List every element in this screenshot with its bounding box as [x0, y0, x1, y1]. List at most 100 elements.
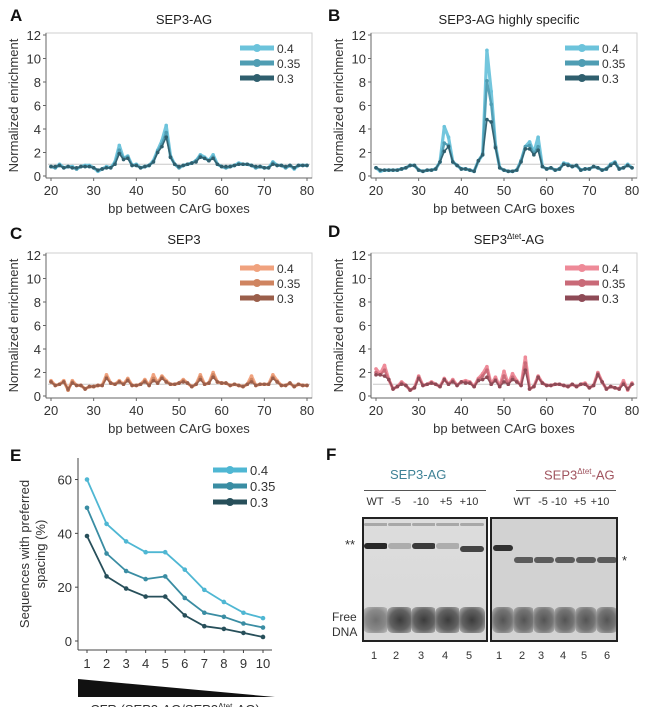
data-point: [194, 160, 198, 164]
data-point: [591, 383, 596, 388]
data-point: [613, 161, 617, 165]
data-point: [172, 162, 177, 167]
data-point: [91, 384, 96, 389]
data-point: [292, 165, 297, 170]
legend-marker: [578, 44, 586, 52]
data-point: [296, 382, 301, 387]
lane-label: +10: [590, 496, 610, 508]
data-point: [117, 380, 122, 384]
data-point: [70, 381, 75, 385]
data-point: [630, 382, 634, 387]
data-point: [275, 380, 279, 384]
legend-marker: [253, 59, 261, 67]
panel-label-b: B: [328, 6, 341, 25]
series-0.35: [84, 505, 266, 630]
data-point: [151, 160, 156, 164]
chart-title: SEP3-AG: [156, 12, 212, 27]
data-point: [523, 361, 528, 365]
x-tick-label: 8: [220, 656, 227, 671]
data-point: [104, 376, 109, 381]
gel-complex-band: [364, 543, 388, 549]
data-point: [621, 165, 626, 170]
y-tick-label: 12: [352, 28, 366, 43]
y-tick-label: 0: [359, 169, 366, 184]
data-point: [147, 383, 151, 388]
data-point: [446, 135, 451, 140]
gel-right-title-main: SEP3: [544, 467, 578, 483]
data-point: [207, 381, 211, 385]
x-tick-label: 60: [214, 183, 228, 198]
data-point: [241, 621, 246, 626]
data-point: [232, 382, 237, 387]
legend-marker: [253, 264, 261, 272]
data-point: [604, 167, 609, 171]
data-point: [181, 163, 186, 168]
gel-single-star-label: *: [622, 553, 628, 568]
data-point: [143, 576, 148, 582]
data-point: [279, 163, 284, 168]
lane-label: +10: [459, 496, 479, 508]
data-point: [412, 163, 417, 168]
data-point: [221, 599, 227, 605]
data-point: [62, 165, 66, 170]
data-point: [438, 160, 442, 164]
legend-marker: [226, 498, 234, 506]
data-point: [625, 387, 630, 391]
data-point: [96, 383, 100, 388]
legend-label: 0.35: [277, 57, 301, 71]
data-point: [245, 162, 250, 167]
data-point: [399, 382, 404, 387]
data-point: [536, 375, 540, 379]
data-point: [455, 163, 459, 168]
x-tick-label: 50: [497, 403, 511, 418]
data-point: [613, 385, 617, 390]
data-point: [502, 380, 506, 384]
series-0.3: [49, 135, 309, 172]
legend-marker: [578, 59, 586, 67]
data-point: [566, 384, 570, 389]
data-point: [130, 163, 134, 168]
data-point: [480, 374, 485, 378]
data-point: [164, 123, 168, 128]
data-point: [182, 613, 188, 618]
x-tick-label: 50: [497, 183, 511, 198]
gel-left-bracket-line: [364, 490, 486, 491]
gel-complex-band: [412, 543, 436, 549]
data-point: [249, 380, 254, 384]
y-axis-label: Normalized enrichment: [6, 258, 21, 392]
data-point: [557, 167, 562, 171]
series-0.3: [84, 533, 266, 640]
data-point: [412, 385, 417, 390]
data-point: [425, 382, 429, 387]
y-axis-label: Normalized enrichment: [331, 38, 346, 172]
legend-marker: [578, 279, 586, 287]
data-point: [374, 367, 378, 371]
lane-label: +5: [439, 496, 453, 508]
y-tick-label: 0: [359, 389, 366, 404]
plot-frame: [45, 252, 313, 399]
data-point: [459, 380, 464, 384]
data-point: [480, 377, 485, 382]
data-point: [108, 165, 113, 170]
data-point: [236, 383, 241, 388]
data-point: [421, 169, 425, 174]
data-point: [260, 634, 266, 640]
x-axis-label-superscript: Δtet: [218, 702, 233, 707]
data-point: [143, 549, 148, 555]
y-tick-label: 6: [34, 319, 41, 334]
legend-marker: [253, 279, 261, 287]
x-tick-label: 3: [122, 656, 129, 671]
data-point: [162, 594, 168, 599]
data-point: [579, 382, 583, 387]
lane-number: 2: [518, 650, 526, 662]
gel-right-bracket-line: [516, 490, 616, 491]
y-axis-label-line1: Sequences with preferred: [17, 480, 32, 628]
y-tick-label: 20: [58, 580, 72, 595]
data-point: [84, 477, 90, 482]
y-tick-label: 40: [58, 526, 72, 541]
data-point: [162, 574, 168, 579]
legend-marker: [578, 294, 586, 302]
chart-cfr-preferred-spacing: 0 20 40 60 1 2 3 4 5 6 7 8 9 10 Sequences with preferr…: [17, 458, 275, 707]
data-point: [502, 374, 506, 378]
free-dna-line2: DNA: [332, 625, 358, 639]
